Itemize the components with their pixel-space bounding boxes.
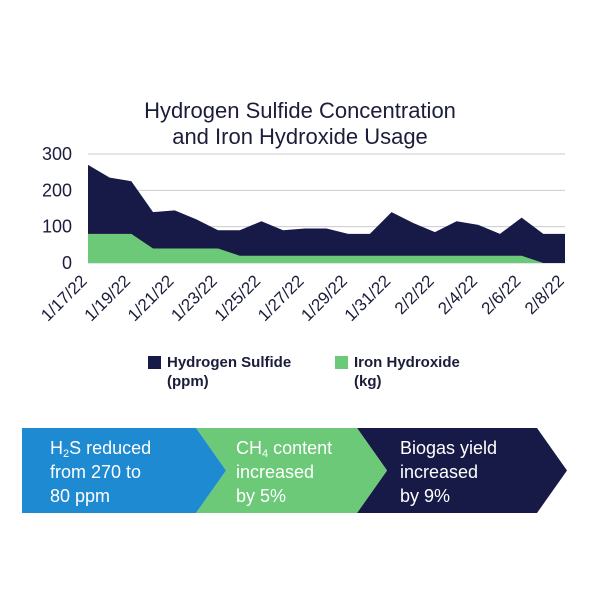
chevron-step-1 bbox=[22, 428, 226, 513]
y-axis-ticks: 300 200 100 0 bbox=[42, 144, 72, 273]
chevron-step-2 bbox=[196, 428, 387, 513]
step-3-text: Biogas yield increased by 9% bbox=[400, 438, 498, 506]
step-2-text: CH4 content increased by 5% bbox=[236, 438, 333, 506]
title-line-2: and Iron Hydroxide Usage bbox=[172, 124, 428, 149]
step-1-text: H2S reduced from 270 to 80 ppm bbox=[50, 438, 152, 506]
legend-swatch-hydrogen-sulfide bbox=[148, 356, 161, 369]
area-hydrogen-sulfide bbox=[88, 164, 565, 263]
legend-swatch-iron-hydroxide bbox=[335, 356, 348, 369]
chevron-step-3 bbox=[357, 428, 567, 513]
legend-unit-hydrogen-sulfide: (ppm) bbox=[167, 373, 209, 390]
legend-label-hydrogen-sulfide: Hydrogen Sulfide bbox=[167, 354, 292, 371]
y-tick-label: 300 bbox=[42, 144, 72, 164]
area-iron-hydroxide bbox=[88, 233, 565, 263]
y-tick-label: 0 bbox=[62, 253, 72, 273]
y-tick-label: 200 bbox=[42, 180, 72, 200]
y-tick-label: 100 bbox=[42, 217, 72, 237]
legend-item-iron-hydroxide: Iron Hydroxide (kg) bbox=[335, 353, 460, 391]
legend-item-hydrogen-sulfide: Hydrogen Sulfide (ppm) bbox=[148, 353, 291, 391]
legend-label-iron-hydroxide: Iron Hydroxide bbox=[354, 354, 460, 371]
series-areas bbox=[88, 164, 565, 263]
chart-title: Hydrogen Sulfide Concentration and Iron … bbox=[80, 98, 520, 150]
legend: Hydrogen Sulfide (ppm) Iron Hydroxide (k… bbox=[148, 353, 528, 403]
legend-unit-iron-hydroxide: (kg) bbox=[354, 373, 382, 390]
title-line-1: Hydrogen Sulfide Concentration bbox=[144, 98, 456, 123]
